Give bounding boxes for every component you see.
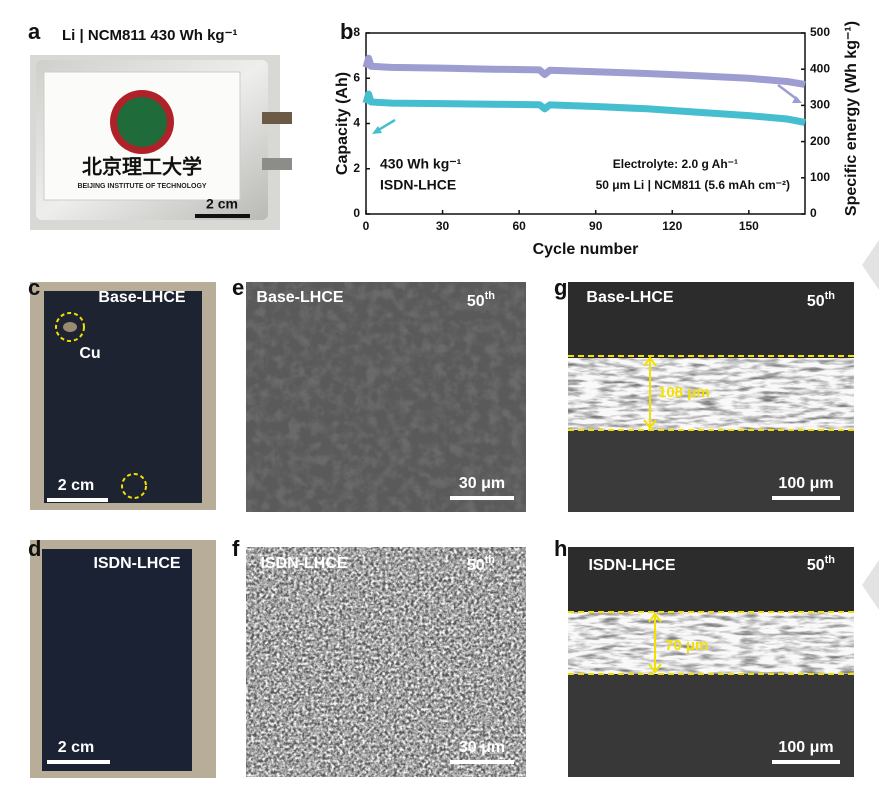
thickness-label: 70 μm xyxy=(665,637,708,654)
y2-tick-label: 500 xyxy=(810,25,830,39)
sem-texture xyxy=(568,358,854,430)
cycle-suffix: th xyxy=(485,290,496,302)
tab xyxy=(262,158,292,170)
thickness-label: 108 μm xyxy=(658,384,710,401)
cycle-label: 50th xyxy=(467,554,495,574)
x-tick-label: 150 xyxy=(739,219,759,233)
scale-bar-label: 30 μm xyxy=(459,739,505,756)
panel-label: b xyxy=(340,19,353,44)
marker-label: Cu xyxy=(79,345,100,362)
cycle-number: 50 xyxy=(467,557,485,574)
annotation: Electrolyte: 2.0 g Ah⁻¹ xyxy=(613,157,738,171)
scale-bar-label: 100 μm xyxy=(778,739,833,756)
arrow-head xyxy=(792,96,802,103)
cycle-number: 50 xyxy=(807,557,825,574)
tab xyxy=(262,112,292,124)
sample-label: ISDN-LHCE xyxy=(588,557,675,574)
highlight-circle xyxy=(121,473,147,499)
x-axis-label: Cycle number xyxy=(533,241,639,258)
annotation: ISDN-LHCE xyxy=(380,177,456,193)
scale-bar-label: 2 cm xyxy=(206,196,238,212)
sem-texture xyxy=(246,547,526,777)
cycle-suffix: th xyxy=(825,290,836,302)
y-tick-label: 8 xyxy=(353,25,360,39)
cycle-number: 50 xyxy=(807,293,825,310)
scale-bar-label: 2 cm xyxy=(58,739,94,756)
y-axis-label: Capacity (Ah) xyxy=(334,72,351,175)
sample-label: ISDN-LHCE xyxy=(93,555,180,572)
panel-label: c xyxy=(28,275,40,300)
annotation: 50 μm Li | NCM811 (5.6 mAh cm⁻²) xyxy=(596,178,790,192)
cycle-suffix: th xyxy=(485,554,496,566)
electrode xyxy=(42,549,192,771)
data-line xyxy=(362,90,806,126)
y2-tick-label: 200 xyxy=(810,134,830,148)
arrow-head xyxy=(648,612,662,674)
annotation: 430 Wh kg⁻¹ xyxy=(380,156,462,172)
sample-label: ISDN-LHCE xyxy=(260,555,347,572)
sem-substrate xyxy=(568,674,854,777)
decoration xyxy=(862,240,879,290)
panel-label: a xyxy=(28,19,41,44)
cycle-label: 50th xyxy=(807,554,835,574)
panel-label: f xyxy=(232,536,240,561)
cycle-number: 50 xyxy=(467,293,485,310)
y2-axis-label: Specific energy (Wh kg⁻¹) xyxy=(843,21,860,216)
data-line xyxy=(362,54,806,88)
y2-tick-label: 300 xyxy=(810,98,830,112)
decoration xyxy=(862,560,879,610)
sample-label: Base-LHCE xyxy=(586,289,673,306)
x-tick-label: 60 xyxy=(512,219,526,233)
x-tick-label: 30 xyxy=(436,219,450,233)
cycle-label: 50th xyxy=(467,290,495,310)
chart: b 0 30 60 90 120 150 0 2 4 6 8 0 100 200 300 400 500 Cycle… xyxy=(334,19,860,258)
y-tick-label: 2 xyxy=(353,161,360,175)
y-tick-label: 6 xyxy=(353,70,360,84)
y2-tick-label: 0 xyxy=(810,206,817,220)
y-tick-label: 0 xyxy=(353,206,360,220)
arrow-head xyxy=(372,126,382,134)
y-tick-label: 4 xyxy=(353,116,360,130)
sem-texture xyxy=(568,612,854,674)
sample-label: Base-LHCE xyxy=(98,289,185,306)
y2-tick-label: 100 xyxy=(810,170,830,184)
panel-label: e xyxy=(232,275,244,300)
panel-label: g xyxy=(554,275,567,300)
scale-bar-label: 2 cm xyxy=(58,477,94,494)
scale-bar-label: 100 μm xyxy=(778,475,833,492)
logo-text: BEIJING INSTITUTE OF TECHNOLOGY xyxy=(77,183,206,190)
logo xyxy=(117,97,167,147)
sem-texture xyxy=(246,282,526,512)
logo-text: 北京理工大学 xyxy=(82,154,202,178)
y2-tick-label: 400 xyxy=(810,61,830,75)
cycle-label: 50th xyxy=(807,290,835,310)
scale-bar-label: 30 μm xyxy=(459,475,505,492)
x-tick-label: 90 xyxy=(589,219,603,233)
sample-label: Base-LHCE xyxy=(256,289,343,306)
panel-label: h xyxy=(554,536,567,561)
arrow xyxy=(777,84,799,101)
panel-label: d xyxy=(28,536,41,561)
highlight-circle xyxy=(55,312,85,342)
x-tick-label: 120 xyxy=(662,219,682,233)
cycle-suffix: th xyxy=(825,554,836,566)
copper-spot xyxy=(63,322,77,332)
panel-title: Li | NCM811 430 Wh kg⁻¹ xyxy=(62,27,238,44)
arrow-head xyxy=(643,356,657,430)
x-tick-label: 0 xyxy=(363,219,370,233)
